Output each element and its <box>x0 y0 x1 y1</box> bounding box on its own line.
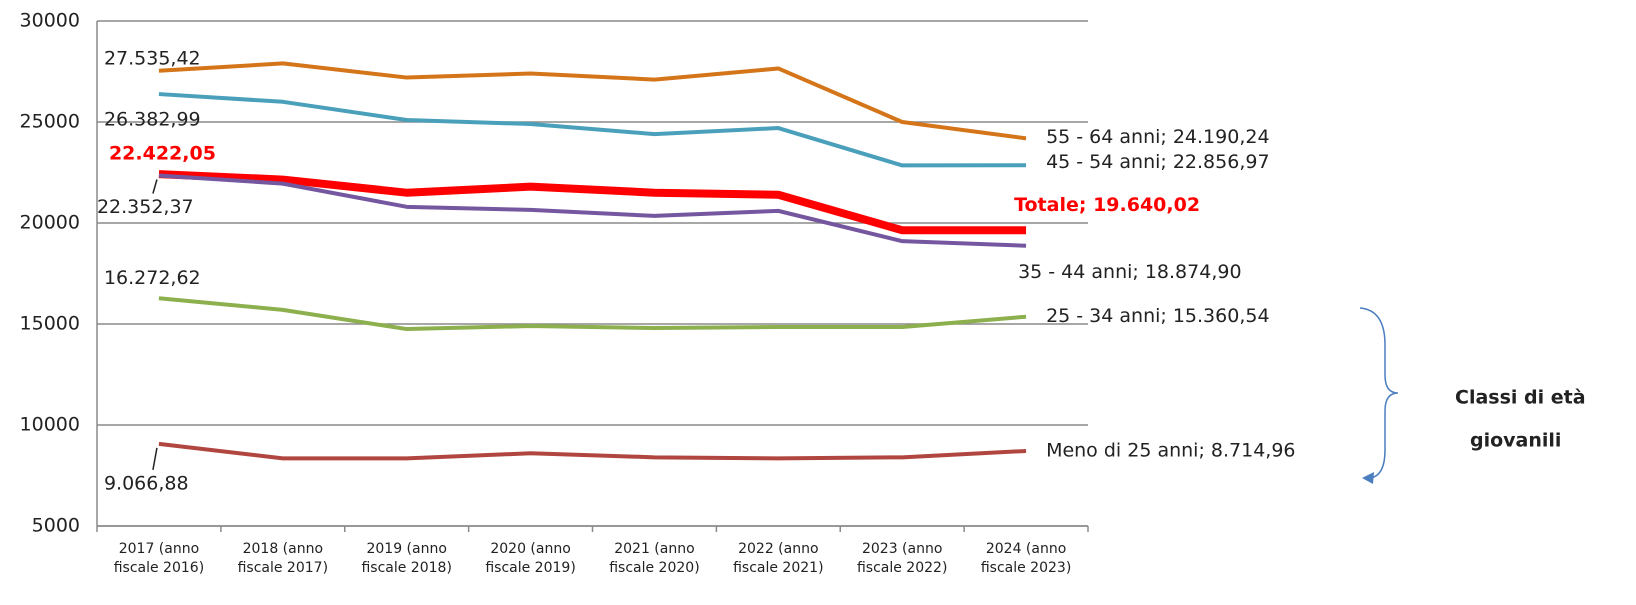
data-label: 9.066,88 <box>104 472 189 494</box>
y-tick-label: 20000 <box>20 212 80 234</box>
x-tick-label: 2020 (anno fiscale 2019) <box>485 541 576 576</box>
y-tick-label: 30000 <box>20 10 80 32</box>
data-label: 26.382,99 <box>104 109 201 131</box>
data-label: 22.352,37 <box>97 196 194 218</box>
y-tick-label: 15000 <box>20 313 80 335</box>
series-line <box>158 296 1027 332</box>
series-line <box>158 441 1027 461</box>
annotation: Classi di età <box>1455 387 1586 409</box>
data-label: Totale; 19.640,02 <box>1014 194 1200 216</box>
x-tick-label: 2021 (anno fiscale 2020) <box>609 541 700 576</box>
brace <box>1359 307 1399 479</box>
brace-arrow <box>1362 472 1374 484</box>
series-line <box>158 173 1027 248</box>
y-tick-label: 10000 <box>20 414 80 436</box>
data-label: Meno di 25 anni; 8.714,96 <box>1046 439 1295 461</box>
leader-line <box>152 179 158 194</box>
series-line <box>158 61 1027 141</box>
x-tick-label: 2023 (anno fiscale 2022) <box>856 541 948 576</box>
data-label: 22.422,05 <box>109 143 216 165</box>
data-label: 25 - 34 anni; 15.360,54 <box>1046 305 1269 327</box>
data-label: 27.535,42 <box>104 47 201 69</box>
x-tick-label: 2017 (anno fiscale 2016) <box>113 541 205 576</box>
y-tick-label: 5000 <box>32 515 80 537</box>
series-line <box>158 92 1027 168</box>
x-tick-label: 2024 (anno fiscale 2023) <box>980 541 1072 576</box>
data-label: 45 - 54 anni; 22.856,97 <box>1046 151 1269 173</box>
annotation: giovanili <box>1470 430 1561 452</box>
data-label: 35 - 44 anni; 18.874,90 <box>1018 261 1241 283</box>
leader-line <box>152 447 158 470</box>
data-label: 55 - 64 anni; 24.190,24 <box>1046 126 1269 148</box>
data-label: 16.272,62 <box>104 267 201 289</box>
x-tick-label: 2019 (anno fiscale 2018) <box>361 541 452 576</box>
y-tick-label: 25000 <box>20 111 80 133</box>
x-tick-label: 2022 (anno fiscale 2021) <box>733 541 824 576</box>
series-line <box>158 170 1027 235</box>
x-tick-label: 2018 (anno fiscale 2017) <box>237 541 329 576</box>
